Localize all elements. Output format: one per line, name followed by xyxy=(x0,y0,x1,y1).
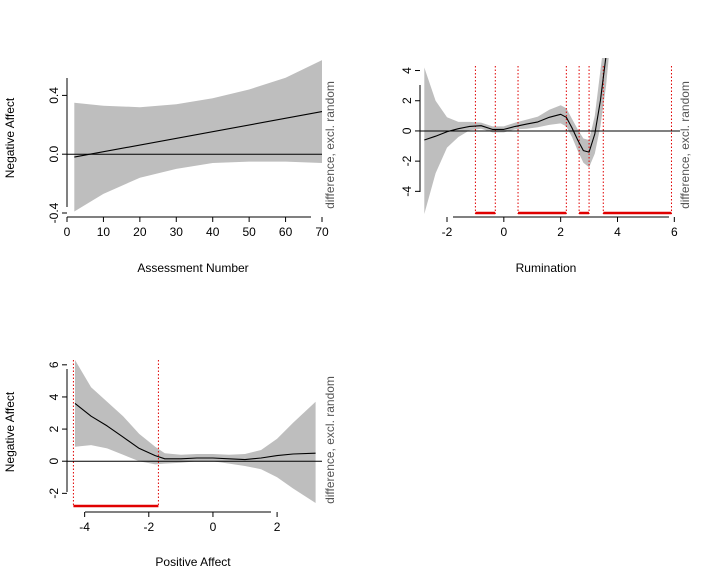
x-tick-label: -2 xyxy=(143,520,154,534)
right-axis-label: difference, excl. random xyxy=(323,81,337,209)
x-axis-label: Assessment Number xyxy=(137,261,248,275)
confidence-band-layer xyxy=(424,58,609,214)
y-tick-label: 0.4 xyxy=(47,87,61,104)
smooth-line-layer xyxy=(74,111,322,158)
x-tick-label: -4 xyxy=(79,520,90,534)
axes-layer: 0 10 20 30 40 50 60 70 -0.4 0.0 0.4 xyxy=(47,78,329,239)
y-tick-label: 2 xyxy=(400,97,414,104)
x-axis-label: Positive Affect xyxy=(155,555,231,569)
y-tick-label: -2 xyxy=(400,155,414,166)
y-tick-label: 4 xyxy=(47,393,61,400)
x-tick-label: 4 xyxy=(614,225,621,239)
x-tick-label: 50 xyxy=(242,225,256,239)
x-axis-label: Rumination xyxy=(516,261,577,275)
x-tick-label: 70 xyxy=(315,225,329,239)
y-axis-label: Negative Affect xyxy=(3,97,17,178)
y-tick-label: 0 xyxy=(47,458,61,465)
y-tick-label: 0 xyxy=(400,127,414,134)
y-tick-label: 2 xyxy=(47,425,61,432)
confidence-band xyxy=(74,60,322,212)
y-tick-label: -2 xyxy=(47,488,61,499)
axes-layer: -2 0 2 4 6 -4 -2 0 2 4 xyxy=(400,67,678,239)
chart-panel-assessment-number: 0 10 20 30 40 50 60 70 -0.4 0.0 0.4 Assessment Num… xyxy=(3,60,337,275)
estimate-line xyxy=(74,402,316,461)
y-tick-label: 0.0 xyxy=(47,146,61,163)
confidence-band xyxy=(424,58,609,214)
x-tick-label: 30 xyxy=(170,225,184,239)
x-tick-label: 40 xyxy=(206,225,220,239)
significance-layer xyxy=(474,66,672,215)
x-tick-label: 0 xyxy=(64,225,71,239)
x-tick-label: 0 xyxy=(210,520,217,534)
significance-layer xyxy=(72,360,159,508)
x-tick-label: 6 xyxy=(671,225,678,239)
confidence-band-layer xyxy=(75,360,316,503)
x-tick-label: 2 xyxy=(274,520,281,534)
smooth-line-layer xyxy=(74,402,316,461)
estimate-line xyxy=(74,111,322,158)
x-tick-label: 0 xyxy=(500,225,507,239)
x-tick-label: 20 xyxy=(133,225,147,239)
x-tick-label: 10 xyxy=(97,225,111,239)
chart-panel-positive-affect: -4 -2 0 2 -2 0 2 4 6 Positive Affect Negative Af… xyxy=(3,360,337,569)
x-tick-label: 2 xyxy=(557,225,564,239)
y-tick-label: 6 xyxy=(47,361,61,368)
chart-panel-rumination: -2 0 2 4 6 -4 -2 0 2 4 Rumination difference, exc… xyxy=(400,58,692,275)
confidence-band xyxy=(75,360,316,503)
x-tick-label: 60 xyxy=(279,225,293,239)
right-axis-label: difference, excl. random xyxy=(678,81,692,209)
estimate-line xyxy=(424,58,607,153)
right-axis-label: difference, excl. random xyxy=(323,376,337,504)
y-tick-label: -0.4 xyxy=(47,202,61,223)
y-tick-label: -4 xyxy=(400,186,414,197)
y-axis-label: Negative Affect xyxy=(3,391,17,472)
axes-layer: -4 -2 0 2 -2 0 2 4 6 xyxy=(47,361,281,534)
x-tick-label: -2 xyxy=(442,225,453,239)
smooth-line-layer xyxy=(424,58,607,153)
confidence-band-layer xyxy=(74,60,322,212)
y-tick-label: 4 xyxy=(400,67,414,74)
